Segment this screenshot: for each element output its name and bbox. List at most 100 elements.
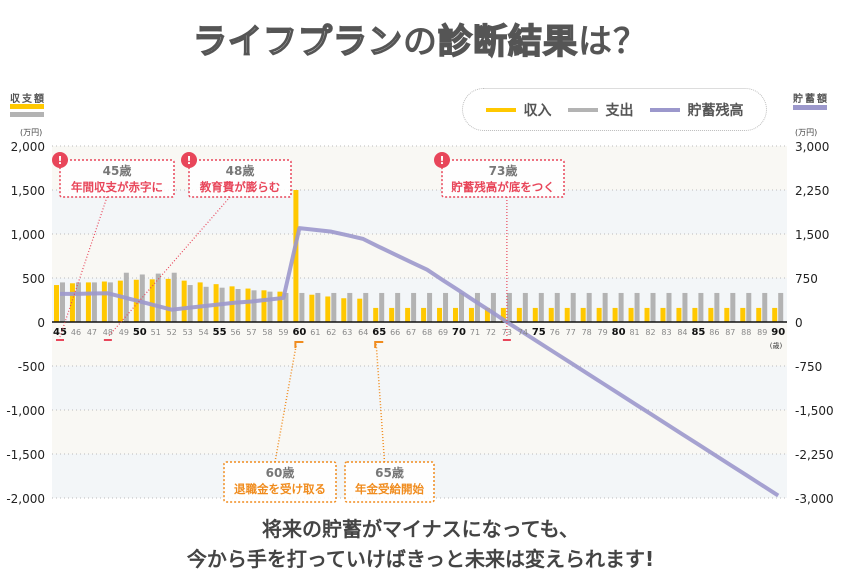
expense-bar (730, 292, 736, 322)
income-bar (85, 282, 91, 322)
expense-bar (490, 292, 496, 322)
annotation-leader-line (107, 196, 231, 338)
savings-line (60, 226, 780, 498)
age-label: 78 (582, 328, 592, 337)
left-tick-label: -2,000 (6, 492, 45, 506)
expense-bar (522, 292, 528, 322)
expense-bar (235, 289, 241, 322)
income-bar (453, 307, 458, 322)
income-bar (197, 282, 203, 322)
income-bar (468, 307, 474, 322)
legend-income: 収入 (485, 100, 552, 120)
age-label: 83 (661, 328, 671, 337)
age-label: 63 (342, 328, 352, 337)
right-axis-title: 貯蓄額 (793, 94, 829, 105)
annotation-text: 貯蓄残高が底をつく (451, 180, 555, 194)
legend-expense: 支出 (567, 100, 634, 120)
income-bar (756, 307, 762, 322)
expense-bar (474, 292, 480, 322)
warning-icon-glyph: ! (439, 154, 444, 167)
income-bar (612, 307, 618, 322)
age-label: 74 (518, 328, 528, 337)
income-swatch (10, 104, 44, 109)
expense-swatch (10, 112, 44, 117)
age-label: 64 (358, 328, 368, 337)
income-bar (357, 298, 363, 322)
age-label: 59 (278, 328, 288, 337)
plot-band (52, 322, 787, 366)
income-bar (500, 307, 506, 322)
income-bar (724, 307, 730, 322)
expense-bar (315, 292, 321, 322)
left-tick-label: 0 (37, 316, 45, 330)
savings-swatch (793, 105, 827, 110)
income-bar (516, 307, 522, 322)
income-bar (293, 190, 299, 322)
age-label: 50 (133, 327, 147, 338)
income-bar (405, 307, 411, 322)
age-label: 77 (566, 328, 576, 337)
age-label: 48 (103, 328, 113, 337)
left-tick-label: -1,500 (6, 448, 45, 462)
age-label: 55 (213, 327, 227, 338)
annotation-age-marker (294, 341, 304, 348)
age-label: 90 (771, 327, 785, 338)
expense-bar (459, 292, 464, 322)
annotation-box (344, 461, 435, 503)
expense-bar (602, 292, 608, 322)
annotation-leader-line (59, 196, 108, 338)
plot-band (52, 366, 787, 410)
expense-bar (714, 292, 720, 322)
expense-bar (634, 292, 640, 322)
income-bar (548, 307, 554, 322)
left-axis-title: 収支額 (10, 94, 46, 105)
expense-bar (666, 292, 672, 322)
income-bar (325, 296, 331, 322)
expense-bar (650, 292, 656, 322)
right-tick-label: -3,000 (795, 492, 834, 506)
warning-icon (181, 152, 197, 168)
income-bar (564, 307, 570, 322)
chart-legend: 収入 支出 貯蓄残高 (462, 88, 767, 131)
income-bar (628, 307, 634, 322)
income-bar (277, 291, 283, 322)
right-tick-label: 0 (795, 316, 803, 330)
right-tick-label: 1,500 (795, 228, 829, 242)
plot-band (52, 190, 787, 234)
age-label: 56 (230, 328, 240, 337)
warning-icon (52, 152, 68, 168)
left-tick-label: 500 (22, 272, 45, 286)
expense-bar (746, 292, 752, 322)
expense-bar (299, 292, 305, 322)
legend-savings: 貯蓄残高 (649, 100, 744, 120)
expense-bar (155, 273, 161, 322)
left-tick-label: -500 (18, 360, 45, 374)
warning-icon-glyph: ! (57, 154, 62, 167)
expense-bar (267, 291, 273, 322)
annotation-age-marker (374, 341, 384, 348)
age-label: 51 (151, 328, 161, 337)
left-tick-label: -1,000 (6, 404, 45, 418)
age-label: 58 (262, 328, 272, 337)
plot-band (52, 410, 787, 454)
age-label: 66 (390, 328, 400, 337)
age-label: 75 (532, 327, 546, 338)
expense-bar (570, 292, 576, 322)
expense-bar (682, 292, 688, 322)
income-bar (165, 278, 171, 322)
age-label: 46 (71, 328, 81, 337)
annotation-leader-line (274, 343, 298, 463)
age-label: 72 (486, 328, 496, 337)
age-label: 57 (246, 328, 256, 337)
bottom-message-line-1: 将来の貯蓄がマイナスになっても、 (262, 517, 579, 541)
income-bar (101, 281, 107, 322)
income-bar (692, 307, 698, 322)
income-bar (484, 307, 490, 322)
expense-bar (538, 292, 544, 322)
age-label: 80 (612, 327, 626, 338)
age-label: 54 (199, 328, 209, 337)
age-label: 60 (292, 327, 306, 338)
income-bar (708, 307, 714, 322)
left-tick-label: 1,500 (11, 184, 45, 198)
right-tick-label: 3,000 (795, 140, 829, 154)
